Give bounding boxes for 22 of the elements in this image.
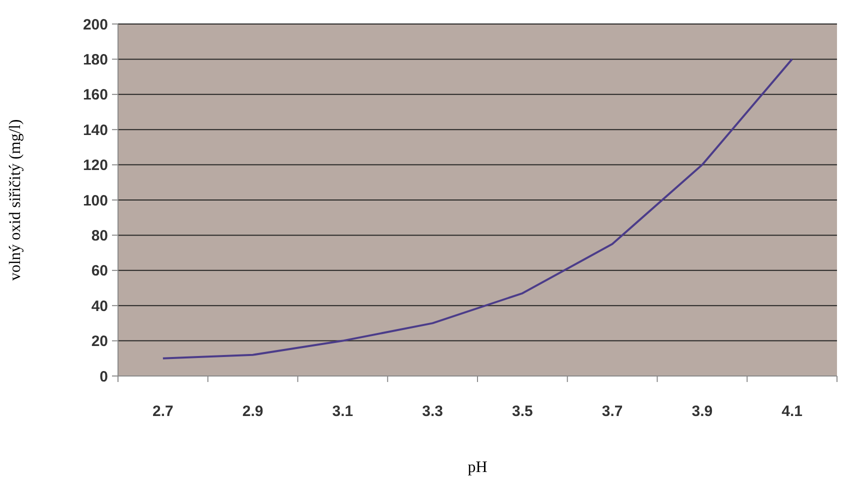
y-tick-label: 180 xyxy=(82,51,108,68)
y-axis-title: volný oxid siřičitý (mg/l) xyxy=(7,119,24,281)
y-tick-label: 20 xyxy=(91,333,108,350)
x-tick-label: 3.1 xyxy=(332,403,354,420)
x-tick-label: 3.7 xyxy=(602,403,623,420)
y-tick-label: 40 xyxy=(91,298,108,315)
y-tick-label: 200 xyxy=(82,16,108,34)
line-series xyxy=(162,58,794,360)
x-tick-label: 3.5 xyxy=(512,403,533,420)
x-tick-label: 2.9 xyxy=(242,403,264,420)
y-tick-label: 160 xyxy=(82,86,108,104)
y-tick-label: 80 xyxy=(91,227,108,244)
y-tick-label: 60 xyxy=(91,262,108,280)
y-tick-label: 120 xyxy=(82,157,108,174)
x-tick-label: 4.1 xyxy=(782,403,802,420)
x-tick-label: 2.7 xyxy=(152,403,174,420)
x-tick-label: 3.3 xyxy=(422,403,443,420)
y-tick-label: 140 xyxy=(82,122,108,139)
y-tick-label: 0 xyxy=(100,368,108,386)
x-axis-title: pH xyxy=(468,459,488,476)
x-tick-label: 3.9 xyxy=(692,403,713,420)
y-tick-label: 100 xyxy=(82,192,108,210)
